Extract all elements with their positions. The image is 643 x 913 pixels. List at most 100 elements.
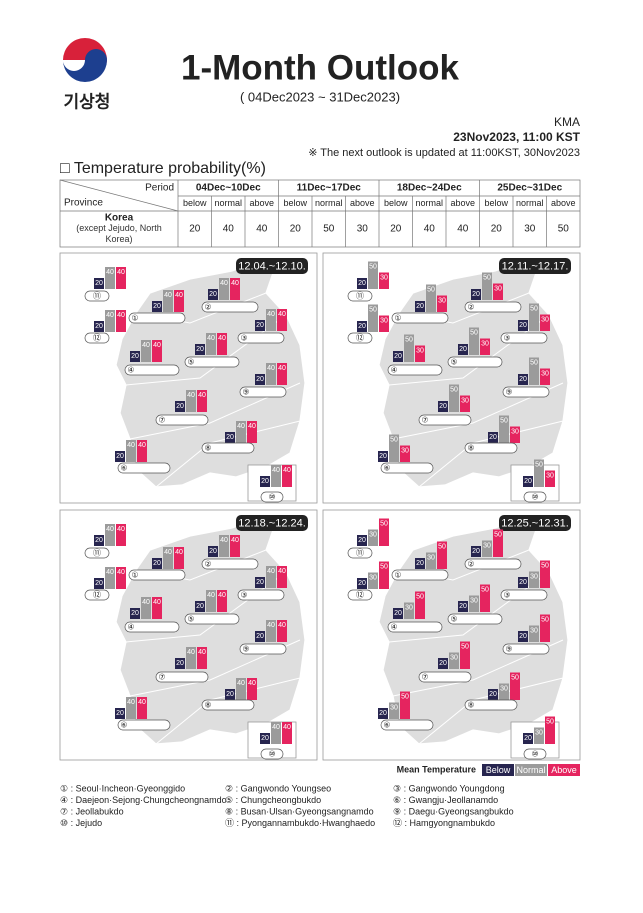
bar-label: 20 <box>116 453 124 460</box>
region-tag <box>201 301 259 313</box>
period-label: 12.11.~12.17. <box>502 260 569 272</box>
region-number: ⑥ <box>120 721 127 730</box>
bar-label: 30 <box>405 604 413 611</box>
bar <box>415 558 425 569</box>
period: 11Dec~17Dec <box>297 183 362 194</box>
column-header: below <box>384 198 408 208</box>
bar-label: 20 <box>519 376 527 383</box>
region-number: ⑧ <box>467 444 474 453</box>
bar-label: 20 <box>379 710 387 717</box>
column-header: below <box>283 198 307 208</box>
bar-label: 50 <box>511 674 519 681</box>
bar <box>186 390 196 412</box>
region-tag <box>201 699 255 711</box>
bar-label: 20 <box>256 376 264 383</box>
region-tag <box>184 356 240 368</box>
region-number: ② <box>204 303 211 312</box>
bar <box>105 310 115 332</box>
bar-label: 50 <box>427 286 435 293</box>
bar <box>449 384 459 412</box>
issued: 23Nov2023, 11:00 KST <box>453 130 580 144</box>
bar <box>266 566 276 588</box>
period-header: Period <box>145 183 174 194</box>
bar <box>529 303 539 331</box>
bar <box>255 320 265 331</box>
bar <box>400 691 410 719</box>
bar <box>260 476 270 487</box>
bar-label: 40 <box>278 568 286 575</box>
bar <box>116 524 126 546</box>
table-border <box>59 179 581 248</box>
region-number: ③ <box>503 334 510 343</box>
bar-label: 50 <box>450 386 458 393</box>
region-number: ⑧ <box>204 701 211 710</box>
region-tag <box>347 290 373 302</box>
bar-label: 40 <box>267 365 275 372</box>
bar-label: 40 <box>127 699 135 706</box>
region-tag <box>84 332 110 344</box>
bar <box>449 652 459 669</box>
legend-swatch <box>515 764 547 776</box>
bar-label: 40 <box>198 649 206 656</box>
bar-label: 40 <box>142 342 150 349</box>
bar <box>437 541 447 569</box>
bar-label: 40 <box>117 312 125 319</box>
bar-label: 20 <box>226 691 234 698</box>
column-header: above <box>350 198 375 208</box>
bar-label: 20 <box>439 660 447 667</box>
footnote: ② : Gangwondo Youngseo <box>225 783 331 793</box>
bar <box>426 552 436 569</box>
bar <box>458 601 468 612</box>
bar-label: 20 <box>256 579 264 586</box>
bar <box>137 697 147 719</box>
region-tag <box>155 414 209 426</box>
bar-label: 40 <box>237 423 245 430</box>
bar-label: 50 <box>405 336 413 343</box>
bar-label: 20 <box>394 610 402 617</box>
region-number: ⑩ <box>268 493 275 502</box>
bar <box>415 591 425 619</box>
cell-value: 40 <box>256 224 268 235</box>
bar <box>277 363 287 385</box>
period-label: 12.25.~12.31. <box>501 517 569 529</box>
region-tag <box>117 462 171 474</box>
legend-title: Mean Temperature <box>397 764 476 774</box>
period-label: 12.18.~12.24. <box>238 517 306 529</box>
bar <box>415 345 425 362</box>
region-tag <box>418 414 472 426</box>
row-sublabel-box: (except Jejudo, North Korea) <box>76 223 162 244</box>
bar-label: 20 <box>459 603 467 610</box>
bar-label: 20 <box>95 323 103 330</box>
bar-label: 40 <box>278 622 286 629</box>
footer: Mean Temperature Below Normal Above ① : Seou… <box>60 764 580 828</box>
bar-label: 40 <box>117 569 125 576</box>
legend-swatch <box>548 764 580 776</box>
bar-label: 30 <box>427 554 435 561</box>
bar <box>493 529 503 557</box>
region-number: ② <box>467 303 474 312</box>
bar <box>460 395 470 412</box>
region-tag <box>391 312 449 324</box>
bar-label: 40 <box>248 423 256 430</box>
cell-value: 20 <box>290 224 302 235</box>
region-number: ⑫ <box>93 591 101 600</box>
bar <box>174 547 184 569</box>
bar-label: 40 <box>138 442 146 449</box>
bar-label: 40 <box>106 269 114 276</box>
bar-label: 40 <box>138 699 146 706</box>
bar <box>389 702 399 719</box>
region-tag <box>418 671 472 683</box>
bar-label: 40 <box>117 269 125 276</box>
bar <box>277 620 287 642</box>
region-tag <box>124 621 180 633</box>
period-badge <box>236 515 308 531</box>
bar <box>523 476 533 487</box>
bar <box>247 421 257 443</box>
bar-label: 30 <box>481 340 489 347</box>
region-tag <box>347 547 373 559</box>
bar <box>230 535 240 557</box>
bar-label: 40 <box>220 280 228 287</box>
region-tag <box>128 569 186 581</box>
